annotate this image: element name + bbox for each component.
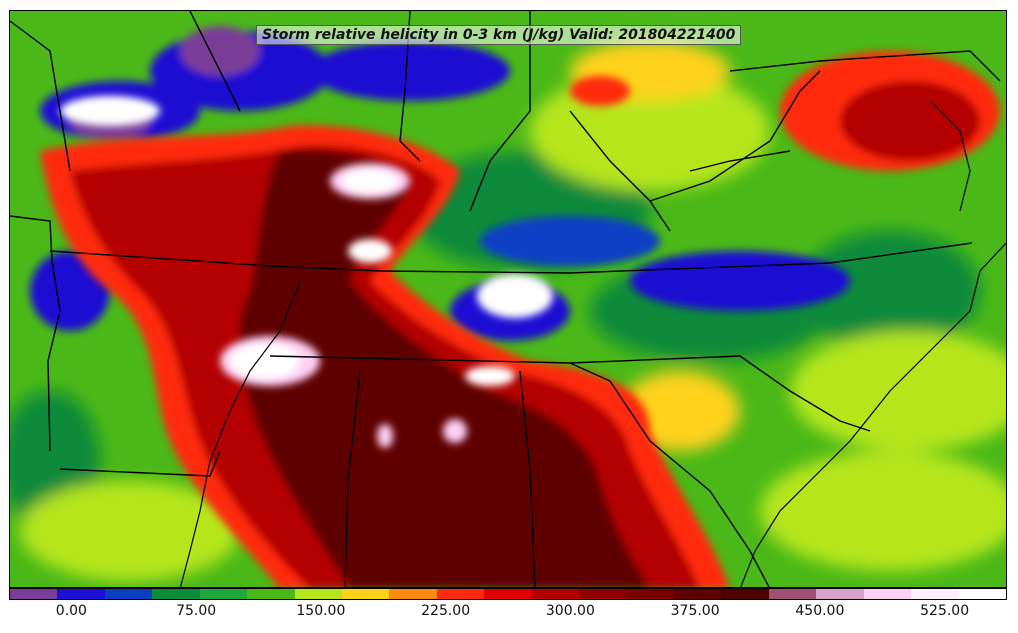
colorbar-swatch <box>768 589 817 599</box>
colorbar-swatch <box>579 589 627 599</box>
colorbar-tick-label: 300.00 <box>545 603 595 619</box>
state-boundaries <box>10 11 1001 587</box>
colorbar-swatch <box>911 589 959 599</box>
colorbar-swatch <box>57 589 105 599</box>
colorbar-swatch <box>816 589 864 599</box>
colorbar-tick-labels: 0.00 75.00 150.00 225.00 300.00 375.00 450.00 5… <box>9 603 1007 623</box>
colorbar-swatch <box>673 589 722 599</box>
map-title: Storm relative helicity in 0-3 km (J/kg)… <box>256 25 742 45</box>
colorbar-tick-label: 450.00 <box>795 603 845 619</box>
colorbar-swatch <box>247 589 295 599</box>
colorbar-swatch <box>958 589 1006 599</box>
colorbar-swatch <box>152 589 200 599</box>
field-layer-white <box>60 96 553 448</box>
colorbar-swatch <box>531 589 580 599</box>
colorbar-tick-label: 75.00 <box>176 603 217 619</box>
helicity-map: Storm relative helicity in 0-3 km (J/kg)… <box>9 10 1007 588</box>
colorbar-swatch <box>389 589 437 599</box>
colorbar-tick-label: 375.00 <box>670 603 720 619</box>
colorbar-swatch <box>721 589 769 599</box>
colorbar-swatch <box>626 589 674 599</box>
colorbar-tick-label: 525.00 <box>920 603 970 619</box>
colorbar-swatch <box>10 589 58 599</box>
colorbar-swatch <box>436 589 485 599</box>
colorbar-tick-label: 225.00 <box>421 603 471 619</box>
coastline <box>179 100 1006 587</box>
map-canvas <box>10 11 1006 587</box>
colorbar-swatch <box>484 589 532 599</box>
colorbar-swatch <box>341 589 390 599</box>
colorbar-tick-label: 150.00 <box>296 603 346 619</box>
field-layer-blue <box>30 26 850 341</box>
colorbar-swatch <box>104 589 153 599</box>
colorbar <box>9 588 1007 600</box>
colorbar-swatch <box>199 589 248 599</box>
colorbar-tick-label: 0.00 <box>55 603 87 619</box>
colorbar-swatch <box>863 589 912 599</box>
colorbar-swatch <box>294 589 342 599</box>
